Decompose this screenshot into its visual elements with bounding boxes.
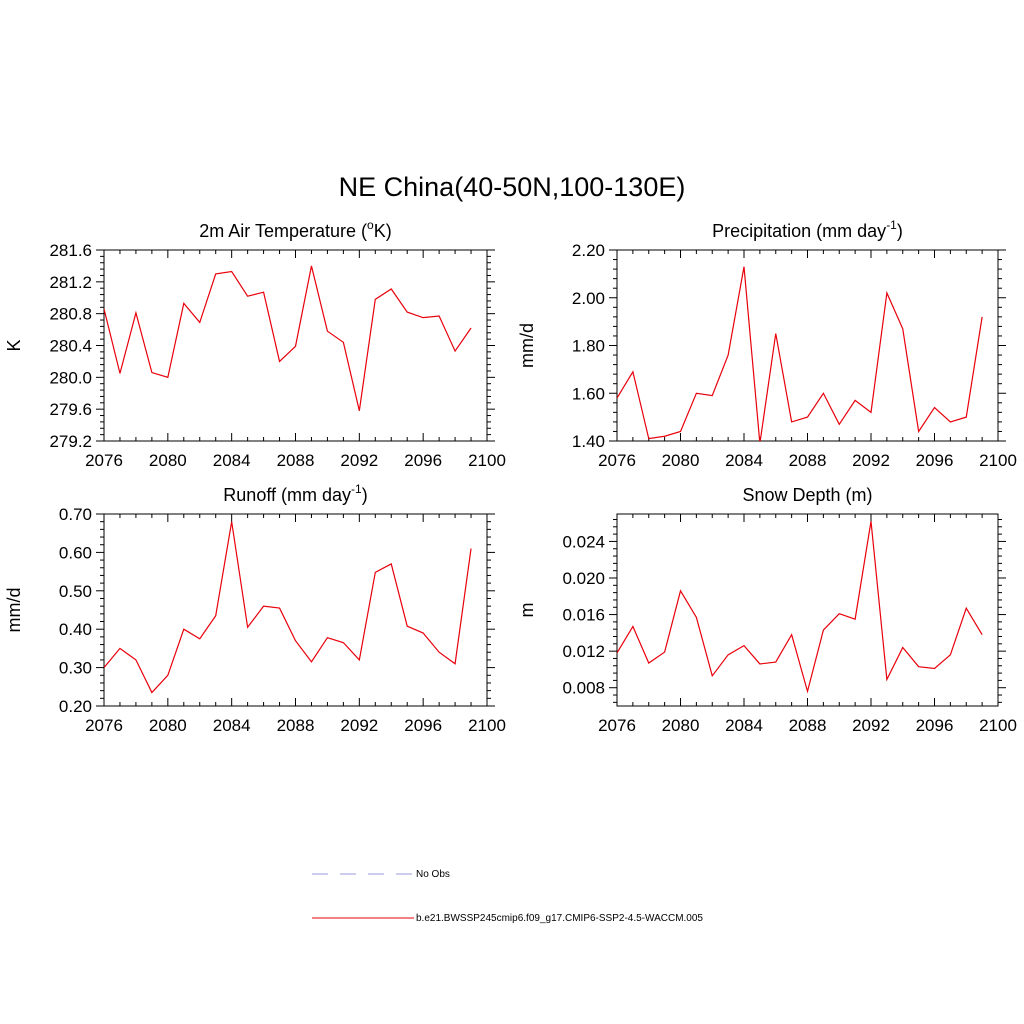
x-tick-label: 2080 (149, 716, 187, 735)
y-tick-label: 281.6 (49, 241, 92, 260)
y-tick-label: 2.20 (572, 241, 605, 260)
y-tick-label: 0.012 (562, 642, 605, 661)
x-tick-label: 2088 (277, 451, 315, 470)
series-line (617, 521, 983, 694)
y-tick-label: 279.6 (49, 400, 92, 419)
x-tick-label: 2096 (404, 716, 442, 735)
legend-obs-label: No Obs (416, 869, 450, 880)
series-line (104, 265, 472, 411)
y-tick-label: 0.20 (59, 697, 92, 716)
x-tick-label: 2100 (468, 716, 506, 735)
x-tick-label: 2092 (852, 716, 890, 735)
y-tick-label: 0.008 (562, 679, 605, 698)
panel-title-main: Runoff (mm day (223, 485, 351, 505)
panel-1: 2076 2080 2084 2088 2092 2096 2100 279.2 279.6 28… (4, 218, 506, 470)
panel-title-main: Precipitation (mm day (712, 221, 886, 241)
y-tick-label: 2.00 (572, 289, 605, 308)
x-tick-label: 2088 (789, 451, 827, 470)
x-tick-label: 2076 (85, 716, 123, 735)
x-tick-label: 2092 (852, 451, 890, 470)
y-axis-label: K (4, 339, 24, 351)
panel-title-sup: -1 (886, 218, 897, 232)
y-axis-label: mm/d (4, 588, 24, 633)
y-axis-label: mm/d (517, 323, 537, 368)
y-tick-label: 280.0 (49, 368, 92, 387)
x-tick-label: 2076 (598, 716, 636, 735)
x-tick-label: 2076 (598, 451, 636, 470)
x-tick-label: 2080 (662, 716, 700, 735)
panel-title: Precipitation (mm day-1) (712, 218, 903, 241)
x-tick-label: 2084 (213, 451, 251, 470)
x-tick-label: 2088 (277, 716, 315, 735)
y-tick-label: 0.30 (59, 659, 92, 678)
panel-title: Runoff (mm day-1) (223, 482, 367, 505)
panel-title-end: K) (374, 221, 392, 241)
x-tick-label: 2096 (916, 451, 954, 470)
x-tick-label: 2080 (149, 451, 187, 470)
y-tick-label: 0.016 (562, 606, 605, 625)
y-tick-label: 1.40 (572, 432, 605, 451)
panel-title-main: 2m Air Temperature ( (199, 221, 367, 241)
panel-2: 2076 2080 2084 2088 2092 2096 2100 1.40 1.60 1.80… (517, 218, 1017, 470)
y-tick-label: 1.80 (572, 337, 605, 356)
y-tick-label: 281.2 (49, 273, 92, 292)
panel-3: 2076 2080 2084 2088 2092 2096 2100 0.20 0.30 0.40… (4, 482, 506, 735)
x-tick-label: 2100 (979, 451, 1017, 470)
panel-title-end: ) (362, 485, 368, 505)
series-line (104, 521, 472, 694)
legend-series-label: b.e21.BWSSP245cmip6.f09_g17.CMIP6-SSP2-4… (416, 913, 703, 924)
main-title: NE China(40-50N,100-130E) (339, 172, 686, 202)
panel-title-end: ) (897, 221, 903, 241)
x-tick-label: 2092 (340, 716, 378, 735)
y-tick-label: 0.60 (59, 543, 92, 562)
x-tick-label: 2084 (213, 716, 251, 735)
y-tick-label: 0.70 (59, 505, 92, 524)
panel-title-main: Snow Depth (m) (742, 485, 872, 505)
x-tick-label: 2100 (979, 716, 1017, 735)
x-tick-label: 2084 (725, 716, 763, 735)
legend: No Obs b.e21.BWSSP245cmip6.f09_g17.CMIP6… (312, 869, 703, 924)
y-axis-label: m (517, 603, 537, 618)
panel-title: 2m Air Temperature (oK) (199, 218, 391, 241)
panel-title-sup: o (367, 218, 374, 232)
y-tick-label: 0.020 (562, 569, 605, 588)
panel-4: 2076 2080 2084 2088 2092 2096 2100 0.008 0.012 0.… (517, 485, 1017, 735)
x-tick-label: 2096 (404, 451, 442, 470)
y-tick-label: 0.50 (59, 582, 92, 601)
x-tick-label: 2076 (85, 451, 123, 470)
y-tick-label: 0.40 (59, 620, 92, 639)
y-tick-label: 279.2 (49, 432, 92, 451)
series-line (617, 266, 983, 441)
x-tick-label: 2100 (468, 451, 506, 470)
x-tick-label: 2088 (789, 716, 827, 735)
x-tick-label: 2080 (662, 451, 700, 470)
x-tick-label: 2084 (725, 451, 763, 470)
panel-title-sup: -1 (351, 482, 362, 496)
y-tick-label: 280.4 (49, 337, 92, 356)
x-tick-label: 2092 (340, 451, 378, 470)
panels-group: 2076 2080 2084 2088 2092 2096 2100 279.2 279.6 28… (4, 218, 1017, 735)
y-tick-label: 280.8 (49, 305, 92, 324)
x-tick-label: 2096 (916, 716, 954, 735)
y-tick-label: 1.60 (572, 384, 605, 403)
y-tick-label: 0.024 (562, 532, 605, 551)
panel-title: Snow Depth (m) (742, 485, 872, 505)
